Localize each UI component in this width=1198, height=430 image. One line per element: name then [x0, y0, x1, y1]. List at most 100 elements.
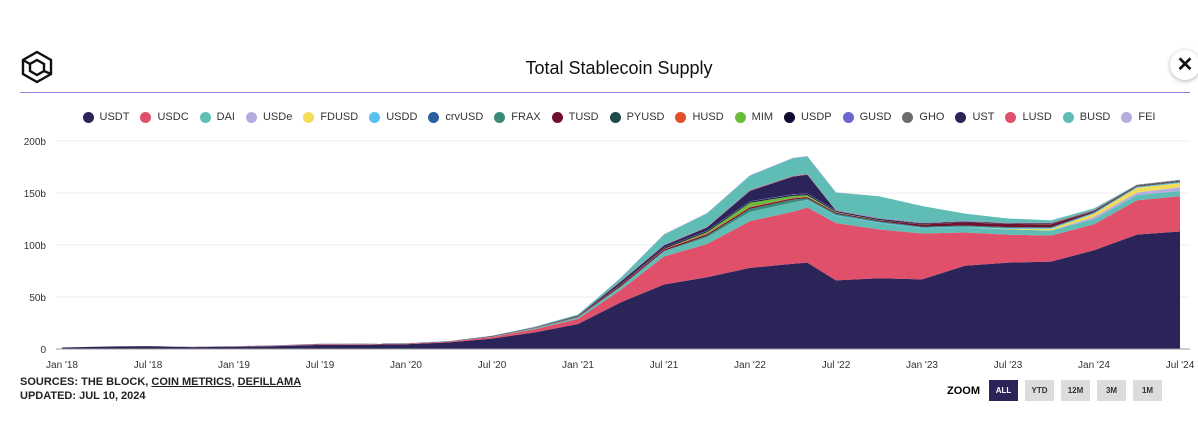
chart-title: Total Stablecoin Supply — [525, 58, 713, 78]
legend-label: USDP — [801, 111, 832, 123]
legend-label: USDe — [262, 111, 293, 123]
source-link-coin-metrics[interactable]: COIN METRICS — [151, 376, 232, 388]
legend-swatch — [902, 111, 914, 123]
x-tick-label: Jan '23 — [906, 360, 938, 371]
x-tick-label: Jan '20 — [390, 360, 422, 371]
legend-swatch — [784, 111, 796, 123]
zoom-12m-button[interactable]: 12M — [1061, 380, 1090, 401]
legend-item-usdc[interactable]: USDC — [140, 111, 189, 123]
area-series-usdt — [62, 231, 1180, 349]
sources-prefix: SOURCES: THE BLOCK, — [20, 376, 152, 388]
area-series-mim — [62, 180, 1180, 348]
legend-item-gho[interactable]: GHO — [902, 111, 944, 123]
legend-item-usde[interactable]: USDe — [245, 111, 293, 123]
close-button[interactable]: ✕ — [1170, 50, 1198, 80]
legend-item-mim[interactable]: MIM — [734, 111, 774, 123]
legend-item-crvusd[interactable]: crvUSD — [428, 111, 483, 123]
legend-item-pyusd[interactable]: PYUSD — [609, 111, 665, 123]
zoom-all-button[interactable]: ALL — [989, 380, 1018, 401]
zoom-1m-button[interactable]: 1M — [1133, 380, 1162, 401]
x-tick-label: Jul '18 — [134, 360, 163, 371]
legend-swatch — [428, 111, 440, 123]
legend-swatch — [1005, 111, 1017, 123]
area-series-tusd — [62, 181, 1180, 348]
y-tick-label: 0 — [40, 345, 46, 356]
legend-label: PYUSD — [626, 111, 665, 123]
legend-label: DAI — [216, 111, 235, 123]
x-tick-label: Jan '21 — [562, 360, 594, 371]
y-tick-label: 50b — [29, 293, 46, 304]
x-tick-label: Jul '19 — [306, 360, 335, 371]
x-tick-label: Jan '19 — [218, 360, 250, 371]
x-tick-label: Jul '22 — [822, 360, 851, 371]
legend-label: USDT — [99, 111, 130, 123]
legend-label: TUSD — [568, 111, 599, 123]
legend-swatch — [140, 111, 152, 123]
x-tick-label: Jan '24 — [1078, 360, 1110, 371]
legend-label: FEI — [1138, 111, 1156, 123]
sources-line: SOURCES: THE BLOCK, COIN METRICS, DEFILL… — [20, 376, 301, 388]
legend-swatch — [675, 111, 687, 123]
legend-label: LUSD — [1022, 111, 1052, 123]
legend-swatch — [494, 111, 506, 123]
the-block-logo-icon — [21, 50, 53, 84]
x-tick-label: Jan '22 — [734, 360, 766, 371]
legend-item-ust[interactable]: UST — [955, 111, 994, 123]
legend-swatch — [369, 111, 381, 123]
legend-item-tusd[interactable]: TUSD — [551, 111, 599, 123]
area-series-usdc — [62, 196, 1180, 348]
legend-item-frax[interactable]: FRAX — [494, 111, 541, 123]
legend-label: USDD — [386, 111, 418, 123]
zoom-controls: ZOOM ALL YTD 12M 3M 1M — [947, 380, 1162, 401]
chart-legend: USDT USDC DAI USDe FDUSD USDD crvUSD FRAX TUSD PY… — [0, 111, 1198, 123]
x-tick-label: Jul '20 — [478, 360, 507, 371]
legend-label: GUSD — [859, 111, 892, 123]
legend-item-husd[interactable]: HUSD — [675, 111, 724, 123]
zoom-3m-button[interactable]: 3M — [1097, 380, 1126, 401]
sources-separator: , — [231, 376, 238, 388]
legend-item-lusd[interactable]: LUSD — [1005, 111, 1052, 123]
area-series-busd — [62, 156, 1180, 348]
legend-label: UST — [972, 111, 995, 123]
legend-item-usdp[interactable]: USDP — [784, 111, 832, 123]
legend-swatch — [1121, 111, 1133, 123]
legend-swatch — [842, 111, 854, 123]
legend-label: GHO — [919, 111, 945, 123]
legend-label: USDC — [157, 111, 189, 123]
legend-swatch — [734, 111, 746, 123]
y-tick-label: 200b — [24, 137, 47, 148]
legend-swatch — [955, 111, 967, 123]
zoom-ytd-button[interactable]: YTD — [1025, 380, 1054, 401]
y-tick-label: 150b — [24, 189, 47, 200]
legend-swatch — [551, 111, 563, 123]
legend-item-fdusd[interactable]: FDUSD — [303, 111, 358, 123]
legend-swatch — [1062, 111, 1074, 123]
legend-swatch — [609, 111, 621, 123]
legend-label: MIM — [751, 111, 774, 123]
x-tick-label: Jul '24 — [1166, 360, 1195, 371]
x-tick-label: Jan '18 — [46, 360, 78, 371]
legend-swatch — [199, 111, 211, 123]
legend-label: FDUSD — [320, 111, 359, 123]
legend-item-usdd[interactable]: USDD — [369, 111, 417, 123]
legend-label: crvUSD — [445, 111, 484, 123]
x-tick-label: Jul '23 — [994, 360, 1023, 371]
legend-item-busd[interactable]: BUSD — [1062, 111, 1111, 123]
legend-swatch — [245, 111, 257, 123]
legend-item-gusd[interactable]: GUSD — [842, 111, 892, 123]
legend-label: HUSD — [692, 111, 724, 123]
source-link-defillama[interactable]: DEFILLAMA — [237, 376, 302, 388]
area-series-usdp — [62, 180, 1180, 348]
area-series-dai — [62, 190, 1180, 348]
legend-item-fei[interactable]: FEI — [1121, 111, 1155, 123]
y-tick-label: 100b — [24, 241, 47, 252]
legend-item-dai[interactable]: DAI — [199, 111, 235, 123]
legend-item-usdt[interactable]: USDT — [82, 111, 130, 123]
x-tick-label: Jul '21 — [650, 360, 679, 371]
legend-label: BUSD — [1079, 111, 1111, 123]
updated-date: UPDATED: JUL 10, 2024 — [20, 390, 146, 402]
title-divider — [20, 92, 1190, 93]
legend-swatch — [82, 111, 94, 123]
